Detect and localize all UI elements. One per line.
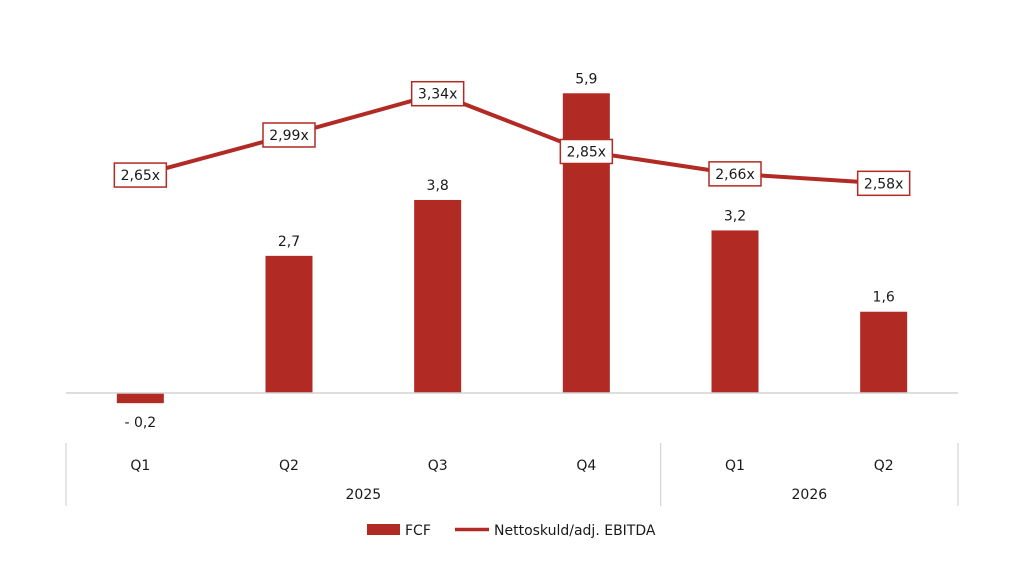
fcf-bar-1 [265,255,313,393]
x-tick-label-3: Q4 [576,458,596,474]
legend: FCF Nettoskuld/adj. EBITDA [367,523,656,539]
legend-fcf-label: FCF [405,523,431,539]
x-tick-label-2: Q3 [428,458,448,474]
x-axis-group-labels: 2025 2026 [346,487,828,503]
leverage-label-box-3 [559,138,614,165]
leverage-label-box-5 [856,170,911,197]
leverage-label-box-0 [113,162,168,188]
legend-leverage-label: Nettoskuld/adj. EBITDA [494,523,656,539]
x-tick-label-5: Q2 [874,458,894,474]
leverage-point-5: 2,58x [856,170,911,197]
legend-fcf-swatch [367,524,400,535]
leverage-label-box-1 [262,122,316,148]
leverage-point-0: 2,65x [113,162,168,188]
leverage-label-5: 2,58x [864,176,903,192]
axis-group-separators [65,443,959,506]
fcf-bar-5 [860,311,908,393]
fcf-bar-label-4: 3,2 [724,208,746,224]
x-tick-label-0: Q1 [130,458,150,474]
x-group-label-1: 2026 [792,487,828,503]
fcf-bar-label-2: 3,8 [427,178,449,194]
fcf-bar-labels: - 0,2 2,7 3,8 5,9 3,2 1,6 [124,71,894,431]
leverage-line [139,91,884,186]
fcf-bar-2 [414,199,462,393]
leverage-label-2: 3,34x [418,87,457,103]
leverage-label-4: 2,66x [715,167,754,183]
leverage-label-box-4 [708,161,762,187]
fcf-bar-0 [116,393,164,404]
fcf-bar-label-0: - 0,2 [124,415,156,431]
leverage-line-series: 2,65x 2,99x 3,34x 2,85x 2,66x 2,58x [113,80,911,197]
x-tick-label-4: Q1 [725,458,745,474]
leverage-point-3: 2,85x [559,138,614,165]
fcf-bars [116,93,908,404]
fcf-bar-4 [711,230,759,393]
leverage-point-2: 3,34x [410,80,465,107]
leverage-point-4: 2,66x [708,161,762,187]
x-tick-label-1: Q2 [279,458,299,474]
x-group-label-0: 2025 [346,487,382,503]
fcf-bar-3 [562,93,610,393]
leverage-label-3: 2,85x [567,144,606,160]
fcf-bar-label-5: 1,6 [873,290,895,306]
leverage-label-box-2 [410,80,465,107]
leverage-point-1: 2,99x [262,122,316,148]
fcf-bar-label-1: 2,7 [278,234,300,250]
x-axis-tick-labels: Q1 Q2 Q3 Q4 Q1 Q2 [130,458,893,474]
leverage-label-1: 2,99x [269,128,308,144]
fcf-bar-label-3: 5,9 [575,71,597,87]
leverage-label-0: 2,65x [121,168,160,184]
